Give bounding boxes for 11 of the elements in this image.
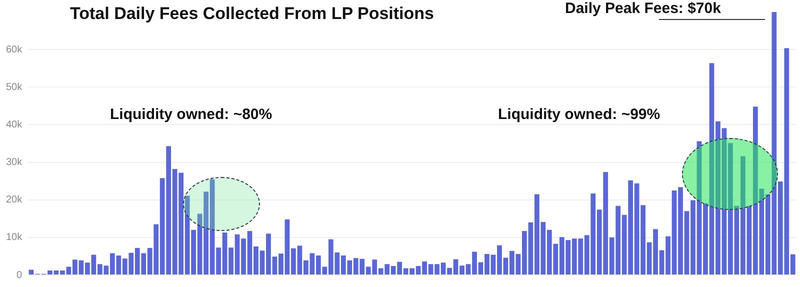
y-tick-label: 30k — [6, 157, 24, 168]
annotation: Liquidity owned: ~80% — [110, 106, 272, 123]
annotation: Liquidity owned: ~99% — [498, 106, 660, 123]
y-tick-label: 40k — [6, 119, 24, 130]
y-tick-label: 0 — [16, 270, 23, 281]
annotation: Daily Peak Fees: $70k — [565, 0, 721, 17]
y-tick-label: 50k — [6, 82, 24, 93]
y-tick-label: 20k — [6, 194, 24, 206]
y-tick-label: 10k — [6, 232, 24, 244]
y-tick-label: 60k — [6, 44, 24, 56]
chart-title: Total Daily Fees Collected From LP Positions — [70, 4, 434, 24]
